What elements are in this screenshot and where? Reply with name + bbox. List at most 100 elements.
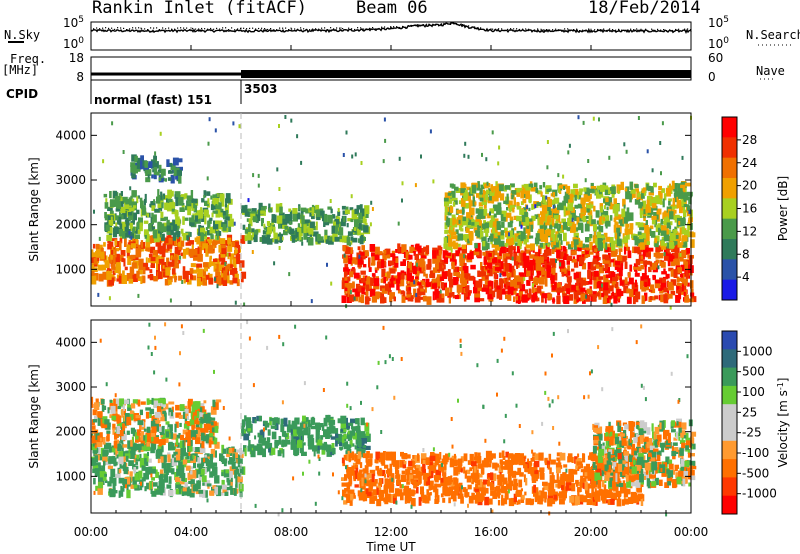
- scatter-cell: [555, 258, 557, 263]
- scatter-cell: [555, 220, 559, 226]
- freq-sample: [239, 72, 240, 76]
- freq-sample: [523, 70, 524, 79]
- scatter-cell: [175, 404, 180, 411]
- scatter-cell: [334, 236, 340, 242]
- scatter-cell: [153, 155, 157, 163]
- scatter-cell: [634, 184, 639, 189]
- freq-sample: [199, 72, 200, 76]
- freq-sample: [213, 72, 214, 76]
- scatter-cell: [559, 287, 564, 293]
- scatter-cell: [420, 254, 427, 259]
- scatter-cell: [487, 213, 491, 219]
- freq-sample: [255, 70, 256, 79]
- scatter-cell: [171, 176, 175, 180]
- scatter-cell: [178, 260, 181, 264]
- scatter-cell: [385, 272, 387, 277]
- scatter-cell: [451, 190, 456, 199]
- scatter-cell: [115, 241, 122, 248]
- scatter-cell: [181, 475, 186, 481]
- scatter-cell: [196, 480, 201, 490]
- scatter-cell: [677, 240, 681, 248]
- freq-sample: [191, 72, 192, 76]
- freq-sample: [414, 70, 415, 79]
- scatter-cell: [389, 296, 393, 303]
- scatter-cell: [237, 476, 243, 483]
- nsearch-point: [282, 27, 284, 29]
- freq-sample: [308, 70, 309, 79]
- scatter-cell: [624, 187, 628, 192]
- scatter-cell: [327, 206, 332, 210]
- scatter-cell: [521, 184, 526, 188]
- scatter-cell: [95, 398, 99, 406]
- scatter-cell: [598, 217, 604, 225]
- scatter-cell: [646, 260, 651, 265]
- scatter-cell: [448, 297, 451, 304]
- freq-sample: [421, 70, 422, 79]
- freq-sample: [400, 70, 401, 79]
- scatter-cell: [358, 254, 361, 259]
- freq-sample: [333, 70, 334, 79]
- scatter-cell: [151, 212, 154, 218]
- freq-sample: [373, 70, 374, 79]
- nsearch-point: [402, 25, 404, 28]
- scatter-cell: [157, 200, 164, 208]
- scatter-cell: [660, 171, 662, 176]
- nsky-data-point: [415, 24, 417, 26]
- scatter-cell: [187, 279, 192, 285]
- freq-sample: [677, 70, 678, 79]
- nsearch-point: [264, 28, 266, 30]
- freq-sample: [622, 70, 623, 79]
- freq-sample: [540, 70, 541, 79]
- scatter-cell: [420, 280, 425, 285]
- scatter-cell: [504, 281, 511, 290]
- scatter-cell: [208, 277, 214, 285]
- scatter-cell: [160, 211, 164, 218]
- scatter-cell: [629, 193, 632, 203]
- scatter-cell: [232, 277, 238, 284]
- nsearch-point: [444, 23, 446, 25]
- freq-sample: [364, 70, 365, 79]
- nsky-data-point: [415, 25, 417, 27]
- freq-sample: [374, 70, 375, 79]
- nsearch-point: [411, 25, 413, 27]
- scatter-cell: [644, 275, 649, 280]
- freq-sample: [423, 70, 424, 79]
- scatter-cell: [535, 233, 540, 240]
- scatter-cell: [471, 184, 477, 194]
- scatter-cell: [496, 262, 503, 269]
- scatter-cell: [261, 218, 264, 225]
- scatter-cell: [561, 271, 565, 277]
- scatter-cell: [438, 247, 443, 251]
- scatter-cell: [226, 453, 230, 458]
- scatter-cell: [214, 264, 217, 269]
- scatter-cell: [215, 220, 219, 225]
- scatter-cell: [521, 294, 528, 303]
- scatter-cell: [469, 215, 474, 222]
- scatter-cell: [271, 238, 275, 243]
- scatter-cell: [595, 238, 600, 246]
- scatter-cell: [563, 197, 566, 202]
- scatter-cell: [450, 248, 453, 253]
- scatter-cell: [172, 435, 176, 440]
- scatter-cell: [169, 425, 173, 435]
- scatter-cell: [160, 456, 164, 463]
- scatter-cell: [519, 276, 524, 285]
- scatter-cell: [113, 230, 118, 238]
- freq-sample: [658, 70, 659, 79]
- scatter-cell: [520, 233, 526, 242]
- scatter-cell: [303, 224, 307, 234]
- freq-sample: [240, 72, 241, 76]
- scatter-cell: [225, 198, 231, 204]
- scatter-cell: [185, 465, 191, 471]
- nsearch-point: [576, 28, 578, 30]
- scatter-cell: [617, 275, 620, 280]
- scatter-cell: [449, 278, 454, 288]
- nsearch-point: [198, 28, 200, 30]
- scatter-cell: [217, 264, 221, 272]
- scatter-cell: [97, 417, 103, 426]
- freq-sample: [673, 70, 674, 79]
- scatter-cell: [225, 210, 229, 216]
- scatter-cell: [126, 485, 129, 490]
- scatter-cell: [599, 288, 603, 292]
- nsearch-point: [609, 28, 611, 30]
